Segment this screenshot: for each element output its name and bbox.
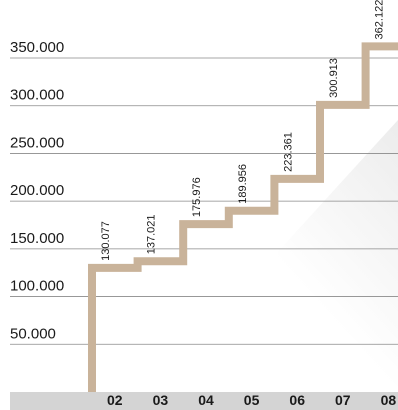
series-line (88, 42, 398, 392)
x-tick-label: 07 (335, 392, 351, 408)
x-axis-band (10, 392, 398, 410)
y-tick-label: 250.000 (10, 134, 64, 151)
x-tick-label: 08 (381, 392, 397, 408)
data-label: 223.361 (282, 132, 294, 172)
data-label: 362.122 (374, 0, 386, 39)
gridlines (10, 57, 398, 345)
data-label: 137.021 (146, 214, 158, 254)
data-label: 300.913 (328, 58, 340, 98)
series (88, 42, 398, 392)
x-tick-label: 05 (244, 392, 260, 408)
data-label: 130.077 (100, 221, 112, 261)
data-label: 189.956 (237, 164, 249, 204)
y-tick-label: 150.000 (10, 230, 64, 247)
y-tick-label: 100.000 (10, 278, 64, 295)
x-tick-label: 03 (153, 392, 169, 408)
data-labels: 130.077 137.021 175.976 189.956 223.361 300.9… (100, 0, 386, 261)
data-label: 175.976 (191, 177, 203, 217)
x-tick-label: 02 (107, 392, 123, 408)
y-axis-tick-labels: 50.000 100.000 150.000 200.000 250.000 300.00… (10, 39, 64, 342)
background-shading (150, 120, 398, 392)
y-tick-label: 200.000 (10, 182, 64, 199)
y-tick-label: 300.000 (10, 87, 64, 104)
x-tick-label: 04 (198, 392, 214, 408)
x-axis-tick-labels: 02 03 04 05 06 07 08 (107, 392, 396, 408)
y-tick-label: 50.000 (10, 325, 56, 342)
x-tick-label: 06 (289, 392, 305, 408)
y-tick-label: 350.000 (10, 39, 64, 56)
